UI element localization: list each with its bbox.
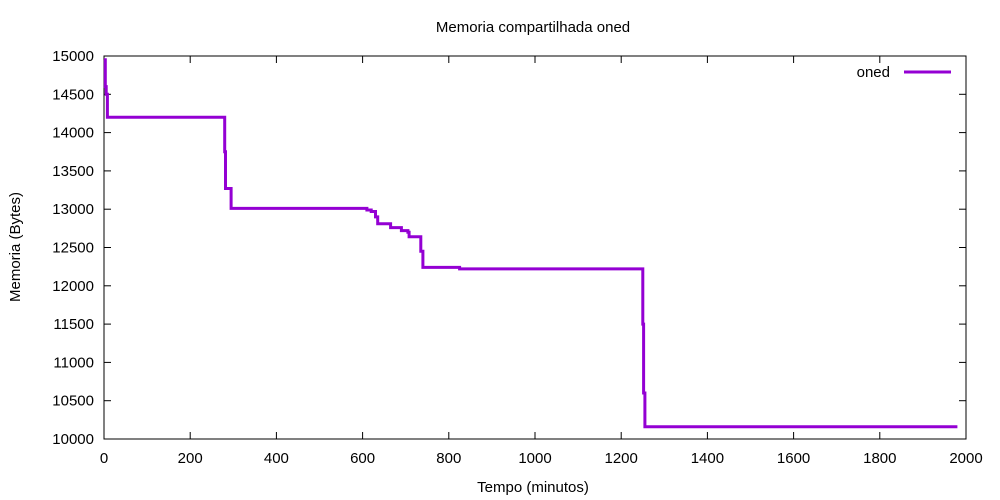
x-axis-label: Tempo (minutos) xyxy=(477,479,589,496)
y-tick-label: 14000 xyxy=(52,125,94,142)
x-tick-label: 1600 xyxy=(777,450,810,467)
y-tick-label: 15000 xyxy=(52,48,94,65)
x-tick-label: 1200 xyxy=(605,450,638,467)
x-tick-label: 2000 xyxy=(949,450,982,467)
chart-title: Memoria compartilhada oned xyxy=(436,19,630,36)
x-tick-label: 1800 xyxy=(863,450,896,467)
x-tick-label: 200 xyxy=(178,450,203,467)
y-axis: 10000 10500 11000 11500 12000 12500 13000 13500… xyxy=(52,48,966,448)
x-tick-label: 1400 xyxy=(691,450,724,467)
y-tick-label: 10500 xyxy=(52,393,94,410)
series-layer xyxy=(103,58,958,429)
y-tick-label: 11500 xyxy=(53,316,94,333)
y-tick-label: 13000 xyxy=(52,201,94,218)
x-tick-label: 800 xyxy=(436,450,461,467)
y-tick-label: 13500 xyxy=(52,163,94,180)
series-line-oned xyxy=(103,58,958,429)
plot-frame xyxy=(103,55,967,440)
y-tick-label: 12000 xyxy=(52,278,94,295)
x-axis: 0 200 400 600 800 1000 1200 1400 1600 1800 2000 xyxy=(100,56,983,467)
x-tick-label: 0 xyxy=(100,450,108,467)
x-tick-label: 400 xyxy=(264,450,289,467)
x-tick-label: 1000 xyxy=(518,450,551,467)
y-tick-label: 12500 xyxy=(52,240,94,257)
y-tick-label: 10000 xyxy=(52,431,94,448)
x-tick-label: 600 xyxy=(350,450,375,467)
y-axis-label: Memoria (Bytes) xyxy=(7,192,24,302)
y-tick-label: 11000 xyxy=(53,354,94,371)
legend-label-oned: oned xyxy=(857,64,890,81)
legend: oned xyxy=(857,64,951,81)
y-tick-label: 14500 xyxy=(52,86,94,103)
